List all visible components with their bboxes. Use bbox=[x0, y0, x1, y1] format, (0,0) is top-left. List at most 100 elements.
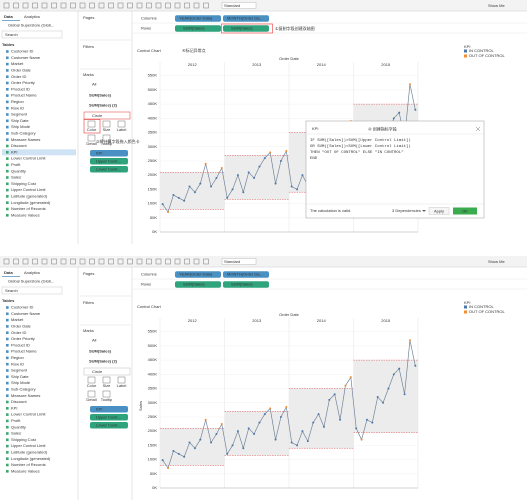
apply-button[interactable] bbox=[428, 207, 450, 215]
field[interactable]: Customer Name bbox=[11, 55, 41, 60]
field[interactable]: Order Date bbox=[11, 67, 32, 72]
toolbar-icon[interactable] bbox=[184, 2, 190, 9]
mark-button-icon[interactable] bbox=[87, 134, 96, 142]
toolbar-icon[interactable] bbox=[79, 258, 86, 265]
field[interactable]: Number of Records bbox=[11, 462, 46, 467]
field[interactable]: Lower Control Limit bbox=[11, 412, 46, 417]
mark-button[interactable]: Color bbox=[87, 383, 97, 388]
toolbar-icon[interactable] bbox=[174, 258, 181, 265]
field[interactable]: Ship Date bbox=[11, 374, 29, 379]
toolbar-icon[interactable] bbox=[32, 2, 38, 9]
mark-button-icon[interactable] bbox=[87, 390, 96, 398]
field[interactable]: Product Name bbox=[11, 349, 37, 354]
field[interactable]: Upper Control Limit bbox=[11, 443, 46, 448]
field[interactable]: Customer Name bbox=[11, 311, 41, 316]
mark-type-dropdown[interactable] bbox=[83, 367, 131, 376]
field[interactable]: Measure Values bbox=[11, 468, 40, 473]
toolbar-icon[interactable] bbox=[13, 258, 19, 265]
row-pill[interactable] bbox=[175, 25, 221, 32]
field[interactable]: KPI bbox=[11, 149, 17, 154]
toolbar-icon[interactable] bbox=[117, 258, 124, 265]
fit-dropdown[interactable] bbox=[221, 258, 257, 265]
field[interactable]: Sales bbox=[11, 431, 21, 436]
mark-button[interactable]: Detail bbox=[86, 397, 96, 402]
toolbar-icon[interactable] bbox=[146, 258, 152, 265]
field[interactable]: Row ID bbox=[11, 361, 24, 366]
field[interactable]: Ship Mode bbox=[11, 124, 31, 129]
field[interactable]: Measure Values bbox=[11, 212, 40, 217]
mark-layer[interactable]: SUM(Sales) bbox=[89, 93, 112, 98]
toolbar-icon[interactable] bbox=[203, 2, 209, 9]
mark-pill[interactable] bbox=[90, 150, 128, 157]
field[interactable]: Order Priority bbox=[11, 80, 35, 85]
toolbar-icon[interactable] bbox=[165, 258, 171, 265]
field[interactable]: Profit bbox=[11, 162, 21, 167]
column-pill[interactable] bbox=[223, 271, 269, 278]
mark-button-icon[interactable] bbox=[102, 376, 111, 384]
fit-dropdown[interactable] bbox=[221, 2, 257, 9]
field[interactable]: Order Date bbox=[11, 323, 32, 328]
field[interactable]: Region bbox=[11, 355, 24, 360]
toolbar-icon[interactable] bbox=[70, 2, 76, 9]
mark-pill[interactable] bbox=[90, 158, 128, 165]
field[interactable]: Latitude (generated) bbox=[11, 449, 48, 454]
toolbar-icon[interactable] bbox=[32, 258, 38, 265]
toolbar-icon[interactable] bbox=[51, 258, 57, 265]
toolbar-icon[interactable] bbox=[89, 2, 95, 9]
mark-button-icon[interactable] bbox=[87, 376, 96, 384]
mark-layer[interactable]: SUM(Sales) (2) bbox=[89, 359, 118, 364]
mark-type-dropdown[interactable] bbox=[83, 111, 131, 120]
field[interactable]: Product Name bbox=[11, 93, 37, 98]
field[interactable]: Sub-Category bbox=[11, 386, 36, 391]
toolbar-icon[interactable] bbox=[98, 2, 105, 9]
ok-button[interactable] bbox=[453, 207, 477, 215]
toolbar-icon[interactable] bbox=[22, 258, 29, 265]
field[interactable]: Ship Date bbox=[11, 118, 29, 123]
field[interactable]: Discount bbox=[11, 399, 27, 404]
toolbar-icon[interactable] bbox=[155, 258, 162, 265]
field[interactable]: Lower Control Limit bbox=[11, 156, 46, 161]
mark-button-icon[interactable] bbox=[117, 120, 126, 128]
toolbar-icon[interactable] bbox=[193, 2, 200, 9]
mark-button[interactable]: Tooltip bbox=[101, 141, 113, 146]
dependencies[interactable]: 3 Dependencies bbox=[392, 208, 421, 213]
field[interactable]: Ship Mode bbox=[11, 380, 31, 385]
toolbar-icon[interactable] bbox=[146, 2, 152, 9]
field[interactable]: Segment bbox=[11, 112, 28, 117]
toolbar-icon[interactable] bbox=[3, 258, 10, 265]
toolbar-icon[interactable] bbox=[41, 258, 48, 265]
field[interactable]: Order ID bbox=[11, 330, 26, 335]
field[interactable]: Longitude (generated) bbox=[11, 200, 51, 205]
mark-button[interactable]: Detail bbox=[86, 141, 96, 146]
field[interactable]: Product ID bbox=[11, 342, 30, 347]
mark-pill[interactable] bbox=[90, 166, 128, 173]
toolbar-icon[interactable] bbox=[60, 2, 67, 9]
row-pill[interactable] bbox=[175, 281, 221, 288]
field[interactable]: Row ID bbox=[11, 105, 24, 110]
mark-button[interactable]: Size bbox=[103, 127, 112, 132]
toolbar-icon[interactable] bbox=[184, 258, 190, 265]
mark-pill[interactable] bbox=[90, 422, 128, 429]
toolbar-icon[interactable] bbox=[89, 258, 95, 265]
toolbar-icon[interactable] bbox=[3, 2, 10, 9]
mark-pill[interactable] bbox=[90, 414, 128, 421]
field[interactable]: Sub-Category bbox=[11, 130, 36, 135]
toolbar-icon[interactable] bbox=[193, 258, 200, 265]
search-box[interactable] bbox=[1, 286, 63, 295]
row-pill[interactable] bbox=[223, 25, 269, 32]
mark-pill[interactable] bbox=[90, 406, 128, 413]
mark-layer[interactable]: All bbox=[92, 82, 97, 87]
field[interactable]: Measure Names bbox=[11, 393, 40, 398]
mark-button-icon[interactable] bbox=[102, 134, 111, 142]
field[interactable]: Market bbox=[11, 61, 24, 66]
mark-button[interactable]: Label bbox=[117, 127, 127, 132]
mark-layer[interactable]: SUM(Sales) bbox=[89, 349, 112, 354]
field[interactable]: Order Priority bbox=[11, 336, 35, 341]
column-pill[interactable] bbox=[175, 271, 221, 278]
field[interactable]: Sales bbox=[11, 175, 21, 180]
mark-button-icon[interactable] bbox=[117, 376, 126, 384]
toolbar-icon[interactable] bbox=[136, 2, 143, 9]
field[interactable]: Measure Names bbox=[11, 137, 40, 142]
mark-layer[interactable]: SUM(Sales) (2) bbox=[89, 103, 118, 108]
toolbar-icon[interactable] bbox=[60, 258, 67, 265]
